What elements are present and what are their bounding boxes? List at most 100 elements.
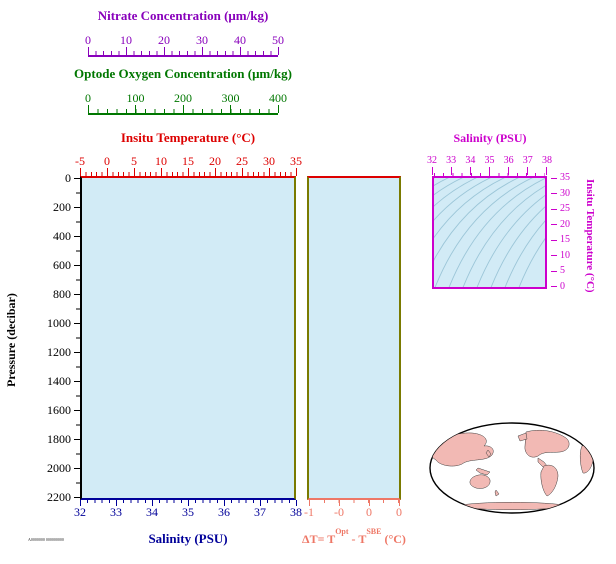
delta-t-title-sup-sbe: SBE bbox=[366, 527, 382, 536]
world-map bbox=[429, 422, 595, 514]
ts-salinity-tick-mark bbox=[488, 167, 490, 175]
ts-temperature-tick-mark bbox=[551, 224, 557, 226]
ts-temperature-tick-mark bbox=[551, 286, 557, 288]
ts-temperature-tick-mark bbox=[551, 193, 557, 195]
ts-salinity-tick-label: 36 bbox=[503, 155, 514, 166]
ts-salinity-tick-mark bbox=[546, 167, 548, 175]
salinity-tick-label: 34 bbox=[146, 505, 158, 519]
delta-t-tick-mark bbox=[368, 500, 370, 506]
nitrate-tick-label: 40 bbox=[234, 33, 246, 47]
delta-t-title-sup-opt: Opt bbox=[335, 527, 349, 536]
pressure-tick-label: 400 bbox=[53, 228, 71, 243]
fine-print: A0000000 000000000 bbox=[28, 537, 64, 542]
nitrate-tick-label: 10 bbox=[120, 33, 132, 47]
pressure-tick-label: 1800 bbox=[47, 432, 71, 447]
nitrate-axis-title: Nitrate Concentration (μm/kg) bbox=[97, 8, 269, 23]
oxygen-axis-title: Optode Oxygen Concentration (μm/kg) bbox=[74, 66, 292, 81]
pressure-axis-ticks: 0 200 400 600 800 10 bbox=[36, 171, 80, 504]
ts-temperature-tick-mark bbox=[551, 255, 557, 257]
ts-salinity-axis-title: Salinity (PSU) bbox=[453, 131, 527, 145]
delta-t-tick-label: 0 bbox=[396, 505, 402, 519]
delta-t-tick-label: -0 bbox=[334, 505, 344, 519]
profile-plot-area bbox=[80, 176, 296, 500]
pressure-tick-label: 1000 bbox=[47, 315, 71, 330]
density-contours bbox=[434, 178, 545, 287]
ts-temperature-tick-mark bbox=[551, 270, 557, 272]
nitrate-tick-mark bbox=[277, 47, 279, 55]
salinity-tick-mark bbox=[115, 500, 117, 506]
landmass-alaska bbox=[517, 432, 528, 442]
pressure-tick-label: 600 bbox=[53, 257, 71, 272]
nitrate-tick-label: 0 bbox=[85, 33, 91, 47]
ts-salinity-tick-mark bbox=[469, 167, 471, 175]
temperature-tick-label: 10 bbox=[155, 154, 167, 168]
ts-salinity-tick-mark bbox=[431, 167, 433, 175]
ts-salinity-tick-label: 34 bbox=[465, 155, 476, 166]
ts-temperature-tick-label: 15 bbox=[560, 234, 570, 246]
landmasses bbox=[431, 427, 594, 510]
temperature-tick-label: 5 bbox=[131, 154, 137, 168]
salinity-tick-label: 32 bbox=[74, 505, 86, 519]
landmass-japan bbox=[485, 449, 492, 458]
delta-t-title-mid: - T bbox=[348, 532, 367, 546]
pressure-tick-label: 1600 bbox=[47, 403, 71, 418]
oxygen-minor-ticks bbox=[88, 109, 278, 113]
temperature-tick-label: 30 bbox=[263, 154, 275, 168]
temperature-tick-label: 25 bbox=[236, 154, 248, 168]
pressure-minor-ticks bbox=[76, 178, 80, 498]
delta-t-axis-title: ΔT= TOpt - TSBE (°C) bbox=[292, 527, 416, 547]
ts-temperature-tick-mark bbox=[551, 239, 557, 241]
ts-salinity-tick-label: 33 bbox=[446, 155, 457, 166]
delta-t-plot-area bbox=[307, 176, 401, 500]
temperature-tick-label: -5 bbox=[75, 154, 85, 168]
ts-temperature-tick-label: 20 bbox=[560, 218, 570, 230]
ts-temperature-tick-label: 35 bbox=[560, 172, 570, 183]
landmass-indonesia bbox=[475, 467, 491, 476]
landmass-australia bbox=[469, 474, 491, 489]
salinity-tick-label: 36 bbox=[218, 505, 230, 519]
ts-salinity-tick-mark bbox=[450, 167, 452, 175]
ts-temperature-tick-label: 5 bbox=[560, 265, 565, 277]
delta-t-tick-label: 0 bbox=[366, 505, 372, 519]
delta-t-minor-ticks bbox=[309, 500, 399, 503]
oxygen-tick-label: 300 bbox=[221, 91, 240, 105]
nitrate-minor-ticks bbox=[88, 51, 278, 55]
pressure-tick-label: 0 bbox=[65, 170, 71, 185]
ts-salinity-axis-ticks: 32 33 34 35 36 37 bbox=[427, 155, 552, 175]
ts-temperature-axis-ticks: 35 30 25 20 15 10 bbox=[551, 172, 577, 292]
salinity-tick-mark bbox=[187, 500, 189, 506]
pressure-axis-title: Pressure (decibar) bbox=[4, 293, 18, 387]
landmass-new-zealand bbox=[494, 489, 500, 497]
oxygen-tick-label: 0 bbox=[85, 91, 91, 105]
oxygen-tick-mark bbox=[277, 105, 279, 113]
ts-temperature-tick-mark bbox=[551, 177, 557, 179]
delta-t-title-prefix: ΔT= T bbox=[302, 532, 336, 546]
temperature-tick-label: 35 bbox=[290, 154, 302, 168]
temperature-tick-label: 0 bbox=[104, 154, 110, 168]
pressure-tick-label: 1400 bbox=[47, 374, 71, 389]
ts-salinity-tick-label: 37 bbox=[522, 155, 533, 166]
ts-temperature-tick-label: 0 bbox=[560, 280, 565, 292]
delta-t-title-suffix: (°C) bbox=[381, 532, 406, 546]
temperature-axis-ticks: -5 0 5 10 15 20 bbox=[75, 154, 302, 176]
oxygen-tick-label: 100 bbox=[126, 91, 145, 105]
pressure-tick-label: 2000 bbox=[47, 461, 71, 476]
ts-temperature-tick-label: 25 bbox=[560, 203, 570, 215]
nitrate-axis-ticks: 0 10 20 30 40 50 bbox=[85, 33, 284, 55]
pressure-tick-label: 200 bbox=[53, 199, 71, 214]
temperature-minor-ticks bbox=[80, 172, 296, 176]
salinity-tick-mark bbox=[259, 500, 261, 506]
salinity-tick-mark bbox=[223, 500, 225, 506]
ts-salinity-tick-label: 35 bbox=[484, 155, 495, 166]
delta-t-tick-mark bbox=[338, 500, 340, 506]
ts-temperature-tick-label: 10 bbox=[560, 249, 570, 261]
salinity-tick-mark bbox=[151, 500, 153, 506]
oxygen-tick-label: 400 bbox=[269, 91, 287, 105]
salinity-tick-mark bbox=[79, 500, 81, 506]
pressure-tick-label: 1200 bbox=[47, 344, 71, 359]
landmass-north-america bbox=[524, 430, 570, 458]
delta-t-tick-mark bbox=[398, 500, 400, 506]
salinity-axis-title: Salinity (PSU) bbox=[148, 531, 228, 546]
salinity-axis-ticks: 32 33 34 35 36 37 bbox=[74, 500, 302, 519]
